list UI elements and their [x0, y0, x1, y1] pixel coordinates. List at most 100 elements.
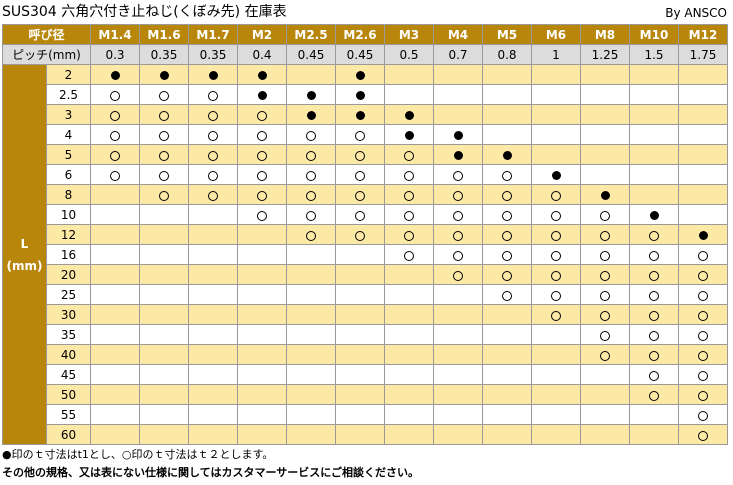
stock-cell — [433, 164, 483, 185]
hollow-circle-icon — [159, 150, 169, 161]
stock-cell — [188, 224, 238, 245]
filled-dot-icon — [110, 71, 120, 80]
stock-cell — [139, 364, 189, 385]
stock-cell — [335, 144, 385, 165]
corner-label: 呼び径 — [2, 24, 91, 45]
length-value: 3 — [46, 104, 91, 125]
filled-dot-icon — [159, 71, 169, 80]
stock-cell — [188, 344, 238, 365]
stock-cell — [629, 284, 679, 305]
table-row: 4 — [3, 124, 728, 145]
stock-cell — [531, 424, 581, 445]
length-value: 20 — [46, 264, 91, 285]
hollow-circle-icon — [208, 190, 218, 201]
stock-cell — [237, 64, 287, 85]
stock-cell — [629, 104, 679, 125]
stock-cell — [90, 424, 140, 445]
hollow-circle-icon — [600, 350, 610, 361]
filled-dot-icon — [502, 151, 512, 160]
stock-cell — [90, 384, 140, 405]
hollow-circle-icon — [698, 290, 708, 301]
stock-cell — [237, 84, 287, 105]
stock-cell — [286, 304, 336, 325]
stock-cell — [531, 404, 581, 425]
filled-dot-icon — [355, 111, 365, 120]
hollow-circle-icon — [698, 270, 708, 281]
hollow-circle-icon — [159, 110, 169, 121]
size-header: M3 — [384, 24, 434, 45]
stock-cell — [678, 124, 728, 145]
hollow-circle-icon — [649, 390, 659, 401]
stock-cell — [531, 124, 581, 145]
stock-cell — [629, 384, 679, 405]
stock-cell — [286, 164, 336, 185]
stock-cell — [384, 204, 434, 225]
hollow-circle-icon — [600, 330, 610, 341]
hollow-circle-icon — [698, 370, 708, 381]
stock-cell — [531, 104, 581, 125]
stock-cell — [482, 224, 532, 245]
pitch-value: 0.35 — [188, 44, 238, 65]
stock-cell — [188, 184, 238, 205]
hollow-circle-icon — [159, 90, 169, 101]
stock-cell — [580, 184, 630, 205]
stock-cell — [188, 84, 238, 105]
stock-cell — [188, 104, 238, 125]
hollow-circle-icon — [208, 150, 218, 161]
stock-cell — [678, 164, 728, 185]
filled-dot-icon — [698, 231, 708, 240]
stock-cell — [139, 284, 189, 305]
note-contact: その他の規格、又は表にない仕様に関してはカスタマーサービスにご相談ください。 — [2, 466, 420, 479]
stock-cell — [237, 364, 287, 385]
hollow-circle-icon — [404, 210, 414, 221]
hollow-circle-icon — [502, 170, 512, 181]
stock-cell — [580, 364, 630, 385]
length-value: 35 — [46, 324, 91, 345]
filled-dot-icon — [306, 111, 316, 120]
stock-cell — [629, 324, 679, 345]
stock-cell — [286, 344, 336, 365]
length-value: 2 — [46, 64, 91, 85]
length-value: 6 — [46, 164, 91, 185]
table-row: 30 — [3, 304, 728, 325]
length-value: 5 — [46, 144, 91, 165]
stock-cell — [580, 264, 630, 285]
stock-cell — [629, 184, 679, 205]
stock-cell — [384, 124, 434, 145]
stock-cell — [335, 184, 385, 205]
stock-cell — [286, 324, 336, 345]
stock-cell — [580, 104, 630, 125]
brand-credit: By ANSCO — [665, 6, 727, 20]
stock-cell — [188, 164, 238, 185]
stock-cell — [433, 364, 483, 385]
stock-cell — [482, 364, 532, 385]
stock-cell — [482, 284, 532, 305]
stock-cell — [286, 84, 336, 105]
stock-cell — [482, 324, 532, 345]
hollow-circle-icon — [404, 190, 414, 201]
stock-cell — [188, 144, 238, 165]
stock-cell — [188, 124, 238, 145]
stock-cell — [433, 404, 483, 425]
stock-cell — [384, 244, 434, 265]
stock-cell — [482, 204, 532, 225]
stock-cell — [580, 424, 630, 445]
size-header: M1.7 — [188, 24, 238, 45]
stock-cell — [433, 224, 483, 245]
stock-cell — [433, 424, 483, 445]
hollow-circle-icon — [257, 210, 267, 221]
hollow-circle-icon — [551, 290, 561, 301]
stock-cell — [90, 184, 140, 205]
length-axis-label-line2: (mm) — [6, 258, 43, 273]
stock-cell — [335, 424, 385, 445]
stock-cell — [90, 344, 140, 365]
stock-cell — [90, 364, 140, 385]
size-header: M8 — [580, 24, 630, 45]
stock-cell — [335, 304, 385, 325]
stock-cell — [286, 424, 336, 445]
table-row: 3 — [3, 104, 728, 125]
filled-dot-icon — [355, 71, 365, 80]
stock-cell — [139, 104, 189, 125]
hollow-circle-icon — [208, 170, 218, 181]
stock-cell — [237, 404, 287, 425]
